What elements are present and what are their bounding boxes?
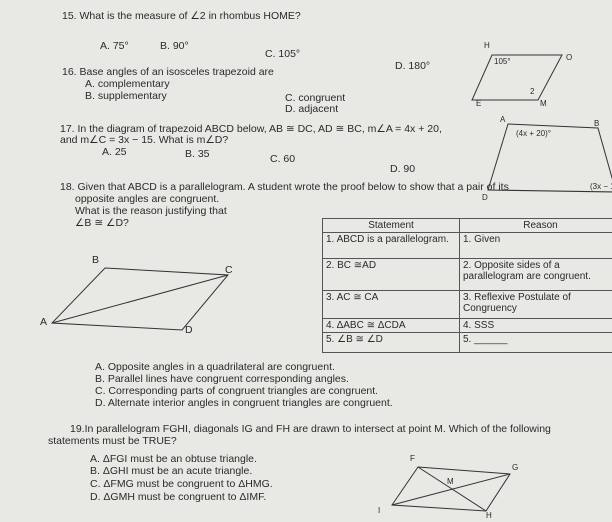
diagonal — [52, 275, 228, 323]
choice: A. 75° — [100, 40, 129, 52]
label: D — [185, 324, 193, 336]
label: (3x − 1 — [590, 181, 612, 193]
question: and m∠C = 3x − 15. What is m∠D? — [60, 134, 228, 146]
choice: A. ΔFGI must be an obtuse triangle. — [90, 453, 257, 465]
choice: C. 60 — [270, 153, 295, 165]
row: 1. ABCD is a parallelogram.1. Given — [323, 233, 612, 259]
choice: B. 90° — [160, 40, 189, 52]
cell: 4. SSS — [460, 319, 612, 333]
choice: B. Parallel lines have congruent corresp… — [95, 373, 349, 385]
label: F — [410, 453, 415, 465]
choice: D. ΔGMH must be congruent to ΔIMF. — [90, 491, 266, 503]
choice: C. ΔFMG must be congruent to ΔHMG. — [90, 478, 273, 490]
diagonal — [418, 467, 486, 511]
header-cell: Reason — [460, 219, 612, 233]
cell: 2. Opposite sides of a parallelogram are… — [460, 259, 612, 291]
label: H — [484, 40, 490, 52]
label: M — [540, 98, 547, 110]
label: I — [378, 505, 380, 517]
label: H — [486, 510, 492, 522]
cell: 4. ΔABC ≅ ΔCDA — [323, 319, 460, 333]
cell: 5. ∠B ≅ ∠D — [323, 333, 460, 353]
question: 18. Given that ABCD is a parallelogram. … — [60, 181, 509, 193]
question: What is the reason justifying that — [75, 205, 227, 217]
label: 105° — [494, 56, 511, 68]
choice: C. Corresponding parts of congruent tria… — [95, 385, 378, 397]
choice: D. adjacent — [285, 103, 338, 115]
label: B — [92, 254, 99, 266]
choice: A. complementary — [85, 78, 170, 90]
question: statements must be TRUE? — [48, 435, 177, 447]
label: G — [512, 462, 518, 474]
header-row: Statement Reason — [323, 219, 612, 233]
cell: 1. ABCD is a parallelogram. — [323, 233, 460, 259]
label: E — [476, 98, 481, 110]
header-cell: Statement — [323, 219, 460, 233]
choice: D. 180° — [395, 60, 430, 72]
question: ∠B ≅ ∠D? — [75, 217, 129, 229]
label: D — [482, 192, 488, 204]
rhombus — [472, 55, 562, 100]
label: M — [447, 476, 454, 488]
question: opposite angles are congruent. — [75, 193, 219, 205]
label: (4x + 20)° — [516, 128, 551, 140]
choice: C. 105° — [265, 48, 300, 60]
label: A — [500, 114, 505, 126]
cell: 1. Given — [460, 233, 612, 259]
choice: D. Alternate interior angles in congruen… — [95, 397, 393, 409]
label: B — [594, 118, 599, 130]
question: 19.In parallelogram FGHI, diagonals IG a… — [70, 423, 551, 435]
choice: B. ΔGHI must be an acute triangle. — [90, 465, 252, 477]
label: C — [225, 264, 233, 276]
choice: A. 25 — [102, 146, 127, 158]
cell: 5. ______ — [460, 333, 612, 353]
label: A — [40, 316, 47, 328]
question: 16. Base angles of an isosceles trapezoi… — [62, 66, 274, 78]
choice: B. 35 — [185, 148, 210, 160]
question: 15. What is the measure of ∠2 in rhombus… — [62, 10, 301, 22]
proof-table: Statement Reason 1. ABCD is a parallelog… — [322, 218, 612, 353]
cell: 3. AC ≅ CA — [323, 291, 460, 319]
choice: B. supplementary — [85, 90, 167, 102]
choice: D. 90 — [390, 163, 415, 175]
cell: 3. Reflexive Postulate of Congruency — [460, 291, 612, 319]
cell: 2. BC ≅AD — [323, 259, 460, 291]
choice: A. Opposite angles in a quadrilateral ar… — [95, 361, 335, 373]
label: O — [566, 52, 572, 64]
label: 2 — [530, 86, 534, 98]
